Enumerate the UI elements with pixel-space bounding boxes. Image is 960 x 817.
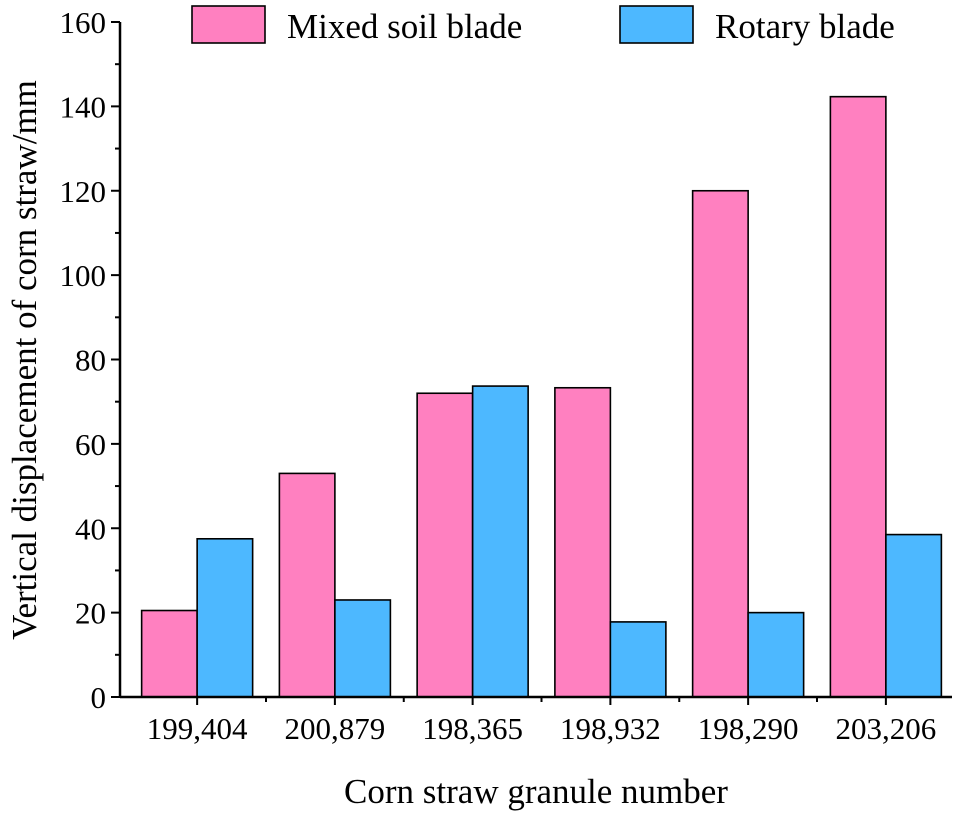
bar-rotary-blade xyxy=(885,533,943,698)
x-ticks: 199,404 200,879 198,365 198,932 198,290 203,2… xyxy=(147,697,936,746)
y-tick-label: 160 xyxy=(60,5,107,40)
legend-label-rotary-blade: Rotary blade xyxy=(715,7,895,46)
y-tick-label: 140 xyxy=(60,89,107,124)
x-tick-label: 198,365 xyxy=(422,711,523,746)
bar-mixed-soil-blade xyxy=(554,386,612,698)
bar-mixed-soil-blade xyxy=(278,472,336,698)
legend-swatch-mixed-soil-blade xyxy=(191,5,266,44)
bar-rotary-blade xyxy=(609,621,667,698)
bar-rotary-blade xyxy=(747,611,805,698)
y-tick-label: 60 xyxy=(75,427,106,462)
y-tick-label: 20 xyxy=(75,596,106,631)
y-tick-label: 120 xyxy=(60,174,107,209)
legend: Mixed soil blade Rotary blade xyxy=(191,5,895,46)
legend-swatch-rotary-blade xyxy=(619,5,694,44)
y-tick-label: 40 xyxy=(75,511,106,546)
y-tick-label: 80 xyxy=(75,343,106,378)
bar-rotary-blade xyxy=(334,599,392,698)
x-tick-label: 200,879 xyxy=(285,711,386,746)
x-tick-label: 199,404 xyxy=(147,711,248,746)
bars-group xyxy=(140,95,943,698)
bar-mixed-soil-blade xyxy=(140,609,198,698)
x-axis-title: Corn straw granule number xyxy=(344,772,728,811)
y-ticks: 0 20 40 60 80 100 120 140 160 xyxy=(60,5,120,715)
bar-rotary-blade xyxy=(196,537,254,698)
x-tick-label: 198,290 xyxy=(698,711,799,746)
bar-mixed-soil-blade xyxy=(416,392,474,698)
x-tick-label: 203,206 xyxy=(836,711,937,746)
bar-mixed-soil-blade xyxy=(829,95,887,698)
y-axis-title: Vertical displacement of corn straw/mm xyxy=(5,80,44,640)
y-tick-label: 0 xyxy=(91,680,107,715)
legend-label-mixed-soil-blade: Mixed soil blade xyxy=(287,7,522,46)
x-tick-label: 198,932 xyxy=(560,711,661,746)
bar-rotary-blade xyxy=(471,385,529,698)
y-tick-label: 100 xyxy=(60,258,107,293)
bar-mixed-soil-blade xyxy=(691,189,749,698)
